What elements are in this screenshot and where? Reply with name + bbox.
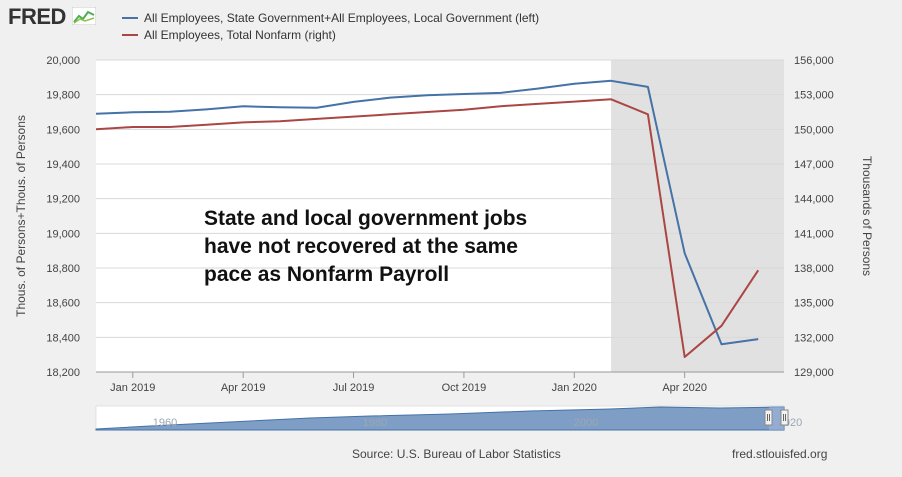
y-right-tick-label: 156,000 — [794, 55, 834, 67]
navigator-label: 2000 — [574, 417, 598, 429]
y-left-tick-label: 18,200 — [46, 367, 80, 379]
y-right-tick-label: 147,000 — [794, 159, 834, 171]
y-axis-right: 129,000 132,000 135,000 138,000 141,000 144,0… — [794, 55, 834, 379]
legend-swatch-red — [122, 33, 138, 36]
site-link[interactable]: fred.stlouisfed.org — [732, 447, 828, 461]
y-right-tick-label: 153,000 — [794, 90, 834, 102]
legend-swatch-blue — [122, 16, 138, 19]
y-axis-right-label: Thousands of Persons — [860, 156, 874, 276]
y-left-tick-label: 18,800 — [46, 263, 80, 275]
y-left-tick-label: 18,600 — [46, 298, 80, 310]
chart-legend: All Employees, State Government+All Empl… — [122, 9, 539, 43]
source-text: Source: U.S. Bureau of Labor Statistics — [352, 447, 561, 461]
fred-logo-text: FRED — [8, 4, 66, 29]
y-left-tick-label: 20,000 — [46, 55, 80, 67]
y-left-tick-label: 18,400 — [46, 332, 80, 344]
x-tick-label: Jan 2019 — [110, 382, 155, 394]
recession-shading — [611, 60, 784, 372]
y-right-tick-label: 135,000 — [794, 298, 834, 310]
x-tick-label: Apr 2020 — [662, 382, 707, 394]
legend-item-nonfarm[interactable]: All Employees, Total Nonfarm (right) — [122, 26, 539, 43]
legend-label: All Employees, State Government+All Empl… — [144, 10, 540, 25]
y-left-tick-label: 19,800 — [46, 90, 80, 102]
y-right-tick-label: 144,000 — [794, 194, 834, 206]
y-left-tick-label: 19,000 — [46, 228, 80, 240]
chart-annotation: State and local government jobs have not… — [204, 207, 528, 286]
x-tick-label: Oct 2019 — [442, 382, 487, 394]
y-right-tick-label: 138,000 — [794, 263, 834, 275]
y-right-tick-label: 132,000 — [794, 332, 834, 344]
y-axis-left: 18,200 18,400 18,600 18,800 19,000 19,200 19,4… — [46, 55, 80, 379]
legend-item-state-local[interactable]: All Employees, State Government+All Empl… — [122, 9, 539, 26]
navigator-label: 1980 — [363, 417, 387, 429]
series-lines — [95, 79, 760, 358]
x-tick-label: Jul 2019 — [333, 382, 375, 394]
series-line-state-local-government — [95, 79, 759, 346]
navigator-selection[interactable] — [769, 406, 784, 430]
y-right-tick-label: 141,000 — [794, 228, 834, 240]
legend-label: All Employees, Total Nonfarm (right) — [144, 27, 336, 42]
navigator-handle-left[interactable] — [764, 409, 773, 426]
x-tick-label: Jan 2020 — [552, 382, 597, 394]
range-navigator[interactable]: 1960 1980 2000 2020 — [95, 405, 802, 431]
x-axis: Jan 2019 Apr 2019 Jul 2019 Oct 2019 Jan 2020… — [96, 371, 784, 394]
y-left-tick-label: 19,400 — [46, 159, 80, 171]
navigator-handle-right[interactable] — [780, 409, 789, 426]
y-right-tick-label: 150,000 — [794, 124, 834, 136]
y-left-tick-label: 19,200 — [46, 194, 80, 206]
x-tick-label: Apr 2019 — [221, 382, 266, 394]
series-line-total-nonfarm — [95, 98, 760, 358]
y-left-tick-label: 19,600 — [46, 124, 80, 136]
y-right-tick-label: 129,000 — [794, 367, 834, 379]
y-axis-left-label: Thous. of Persons+Thous. of Persons — [14, 115, 28, 317]
navigator-label: 1960 — [153, 417, 177, 429]
